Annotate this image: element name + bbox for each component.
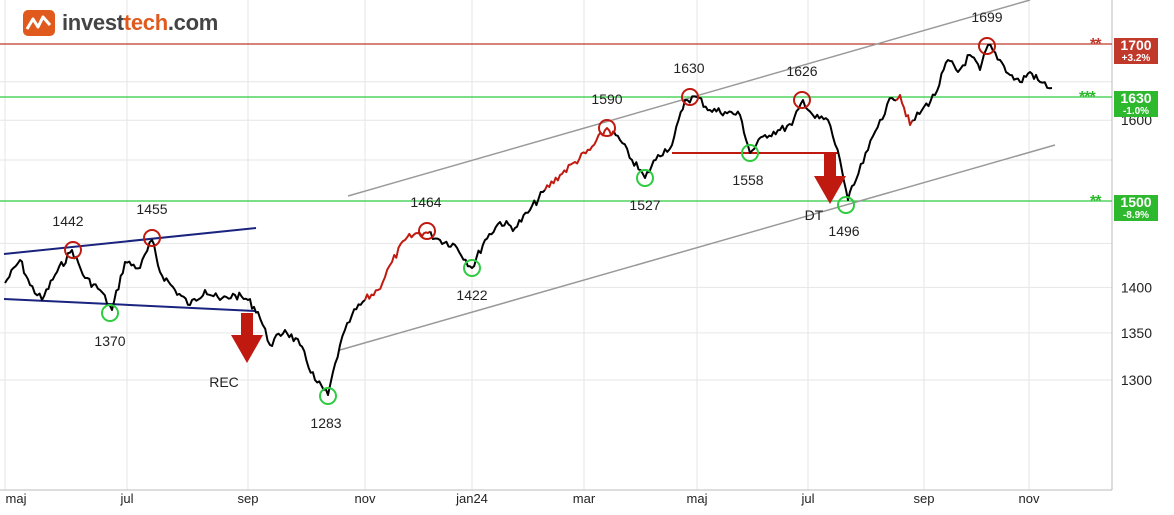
bottom-label: 1558	[732, 172, 763, 188]
x-tick-label: sep	[914, 491, 935, 506]
top-label: 1590	[591, 91, 622, 107]
bottom-label: 1283	[310, 415, 341, 431]
signal-label: DT	[805, 207, 824, 223]
level-change: -1.0%	[1122, 106, 1150, 117]
x-tick-label: nov	[355, 491, 376, 506]
price-line	[364, 230, 431, 301]
bottom-marker	[319, 387, 337, 405]
x-tick-label: jul	[800, 491, 814, 506]
top-marker	[793, 91, 811, 109]
bottom-marker	[101, 304, 119, 322]
price-line	[544, 127, 615, 191]
level-change: -8.9%	[1122, 210, 1150, 221]
logo-chart-icon	[23, 10, 55, 36]
bottom-marker	[741, 144, 759, 162]
x-tick-label: jul	[119, 491, 133, 506]
top-marker	[64, 241, 82, 259]
x-tick-label: maj	[687, 491, 708, 506]
y-tick-label: 1400	[1121, 279, 1152, 295]
top-marker	[978, 37, 996, 55]
level-tag: 1630 -1.0%	[1114, 91, 1158, 117]
level-value: 1700	[1120, 37, 1152, 53]
level-stars: ***	[1079, 89, 1096, 106]
trend-channel-upper	[347, 0, 1031, 197]
y-tick-label: 1350	[1121, 325, 1152, 341]
level-stars: **	[1090, 193, 1101, 210]
channel-lower	[3, 298, 257, 312]
top-label: 1626	[786, 63, 817, 79]
price-line	[912, 43, 1053, 122]
bottom-marker	[463, 259, 481, 277]
price-line	[612, 95, 897, 201]
trend-channel-lower	[339, 144, 1056, 351]
top-label: 1630	[673, 60, 704, 76]
price-line	[4, 239, 366, 396]
top-marker	[418, 222, 436, 240]
grid	[0, 0, 1113, 491]
x-tick-label: maj	[6, 491, 27, 506]
bottom-label: 1422	[456, 287, 487, 303]
top-marker	[681, 88, 699, 106]
price-line	[895, 94, 914, 126]
bottom-marker	[837, 196, 855, 214]
level-value: 1500	[1120, 194, 1152, 210]
logo-text: investtech.com	[62, 10, 218, 35]
level-change: +3.2%	[1121, 53, 1151, 64]
x-tick-label: sep	[238, 491, 259, 506]
top-marker	[143, 229, 161, 247]
x-tick-label: jan24	[455, 491, 488, 506]
level-tag: 1700 +3.2%	[1114, 38, 1158, 64]
bottom-label: 1527	[629, 197, 660, 213]
y-tick-label: 1300	[1121, 372, 1152, 388]
channel-upper	[3, 227, 257, 255]
level-value: 1630	[1120, 90, 1152, 106]
top-label: 1464	[410, 194, 441, 210]
top-label: 1442	[52, 213, 83, 229]
x-tick-label: mar	[573, 491, 596, 506]
sell-arrow	[231, 313, 263, 363]
level-stars: **	[1090, 36, 1101, 53]
price-line	[429, 189, 546, 269]
top-marker	[598, 119, 616, 137]
sell-arrow	[814, 154, 846, 204]
bottom-label: 1370	[94, 333, 125, 349]
x-tick-label: nov	[1019, 491, 1040, 506]
level-tag: 1500 -8.9%	[1114, 195, 1158, 221]
signal-label: REC	[209, 374, 239, 390]
investtech-logo[interactable]: investtech.com	[22, 6, 218, 40]
top-label: 1699	[971, 9, 1002, 25]
bottom-label: 1496	[828, 223, 859, 239]
bottom-marker	[636, 169, 654, 187]
top-label: 1455	[136, 201, 167, 217]
